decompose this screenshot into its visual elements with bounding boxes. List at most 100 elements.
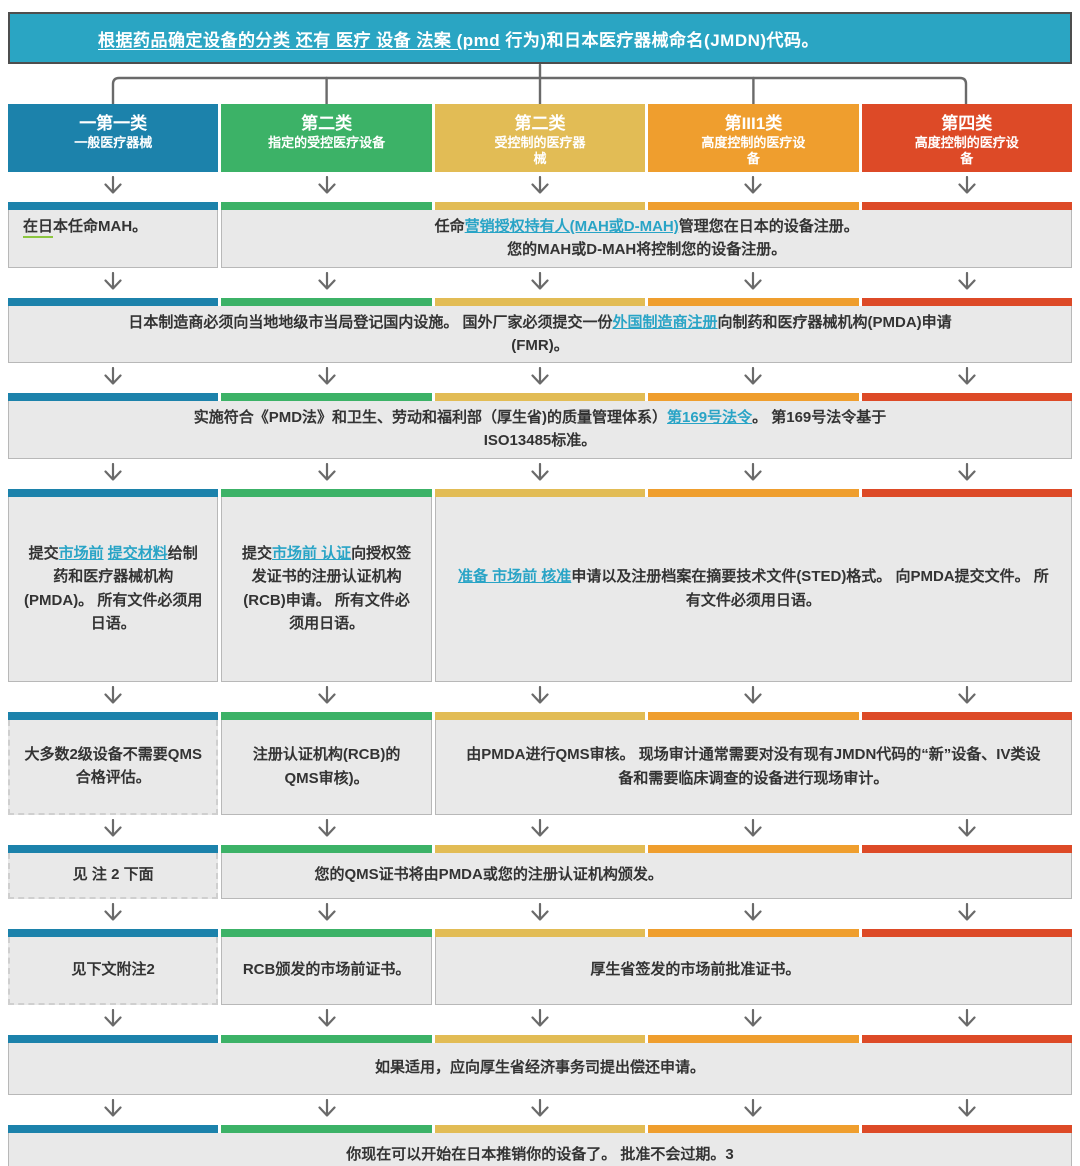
stripe-segment [8,297,219,306]
down-arrow-icon [744,462,762,481]
arrow-cell [221,462,431,486]
title-banner: 根据药品确定设备的分类 还有 医疗 设备 法案 (pmd 行为)和日本医疗器械命… [8,12,1072,64]
column-title: 第四类 [941,114,993,133]
category-color-stripe [221,488,432,497]
arrow-row [8,363,1072,393]
row-premarket-certificate: 见下文附注2 RCB颁发的市场前证书。 厚生省签发的市场前批准证书。 [8,928,1072,1005]
down-arrow-icon [104,1098,122,1117]
stripe-segment [8,202,219,210]
box-mhlw-premarket-approval-cert: 厚生省签发的市场前批准证书。 [434,928,1072,1005]
row-market-device: 你现在可以开始在日本推销你的设备了。 批准不会过期。3 [8,1124,1072,1166]
text-run: 提交 [241,545,272,562]
text-run: 给制药和医疗器械机构(PMDA)。 所有文件必须用日语。 [24,545,203,632]
box-body: 如果适用，应向厚生省经济事务司提出偿还申请。 [8,1042,1072,1095]
arrow-cell [221,1098,431,1122]
arrow-cell [648,462,858,486]
row-register-facilities: 日本制造商必须向当地地级市当局登记国内设施。 国外厂家必须提交一份外国制造商注册… [8,297,1072,363]
down-arrow-icon [317,462,336,481]
down-arrow-icon [958,1008,976,1027]
arrow-cell [435,462,645,486]
inline-link[interactable]: 营销授权持有人(MAH或D-MAH) [464,218,679,235]
column-title: 一第一类 [79,114,148,133]
box-text: 提交市场前 认证向授权签发证书的注册认证机构(RCB)申请。 所有文件必须用日语… [236,542,416,635]
box-text: 提交市场前 提交材料给制药和医疗器械机构(PMDA)。 所有文件必须用日语。 [23,542,203,635]
stripe-segment [648,202,859,210]
stripe-segment [861,393,1072,401]
down-arrow-icon [317,902,336,921]
stripe-segment [221,1124,432,1133]
stripe-segment [221,928,432,937]
inline-link[interactable]: 市场前 [58,545,104,562]
category-color-stripe [8,844,219,853]
box-text: 你现在可以开始在日本推销你的设备了。 批准不会过期。3 [23,1143,1057,1166]
row-qms-audit: 大多数2级设备不需要QMS合格评估。 注册认证机构(RCB)的QMS审核)。 由PM… [8,711,1072,815]
arrow-row [8,899,1072,929]
stripe-segment [8,1034,219,1043]
stripe-segment [221,297,432,306]
down-arrow-icon [104,685,122,704]
stripe-segment [221,488,432,497]
down-arrow-icon [744,902,762,921]
inline-link[interactable]: 外国制造商注册 [612,313,718,331]
down-arrow-icon [744,271,762,290]
down-arrow-icon [531,902,549,921]
down-arrow-icon [317,818,336,837]
down-arrow-icon [317,1008,336,1027]
category-color-stripe [8,393,1072,401]
tree-connector [111,64,968,104]
inline-link[interactable]: 第169号法令 [667,409,753,426]
box-body: 大多数2级设备不需要QMS合格评估。 [8,719,219,815]
row-qms-ordinance: 实施符合《PMD法》和卫生、劳动和福利部（厚生省)的质量管理体系）第169号法令… [8,393,1072,459]
stripe-segment [434,928,646,937]
arrow-cell [435,271,645,295]
down-arrow-icon [744,176,762,194]
category-color-stripe [221,928,432,937]
column-title: 第III1类 [724,114,783,133]
stripe-segment [861,297,1072,306]
stripe-segment [434,1034,646,1043]
text-run: 厚生省签发的市场前批准证书。 [590,961,801,979]
text-run: 您的QMS证书将由PMDA或您的注册认证机构颁发。 [314,866,663,884]
stripe-segment [434,393,646,401]
stripe-segment [434,711,646,720]
flow-body: 在日本任命MAH。 任命营销授权持有人(MAH或D-MAH)管理您在日本的设备注册… [8,172,1072,1166]
box-body: 提交市场前 认证向授权签发证书的注册认证机构(RCB)申请。 所有文件必须用日语… [221,496,432,682]
text-run: 提交 [28,545,59,562]
box-text: 见 注 2 下面 [24,863,202,886]
category-color-stripe [8,202,219,210]
arrow-row [8,268,1072,298]
down-arrow-icon [531,818,549,837]
down-arrow-icon [531,271,549,290]
arrow-cell [221,175,431,199]
arrow-cell [221,366,431,390]
arrow-row [8,1005,1072,1035]
inline-link[interactable]: 准备 市场前 核准 [457,568,572,586]
down-arrow-icon [104,818,122,837]
arrow-cell [862,818,1072,842]
stripe-segment [8,711,219,720]
down-arrow-icon [317,367,336,385]
down-arrow-icon [104,462,122,481]
arrow-cell [648,1008,858,1032]
box-text: 大多数2级设备不需要QMS合格评估。 [24,743,202,790]
arrow-cell [221,1008,431,1032]
arrow-cell [8,1008,218,1032]
arrow-cell [862,271,1072,295]
arrow-cell [648,366,858,390]
down-arrow-icon [744,1098,762,1117]
arrow-cell [435,175,645,199]
box-see-note-2: 见 注 2 下面 [8,844,219,899]
box-qms-cert-issued: 您的QMS证书将由PMDA或您的注册认证机构颁发。 [221,844,1072,899]
arrow-cell [8,902,218,926]
stripe-segment [861,844,1072,853]
arrow-cell [862,1098,1072,1122]
arrow-row [8,172,1072,202]
category-color-stripe [221,202,1072,210]
down-arrow-icon [531,1008,549,1027]
inline-link[interactable]: 提交材料 [107,545,168,562]
box-text: 在日本任命MAH。 [23,215,203,238]
stripe-segment [861,1124,1072,1133]
title-link[interactable]: 根据药品确定设备的分类 还有 医疗 设备 法案 (pmd [98,30,501,50]
stripe-segment [861,711,1072,720]
inline-link[interactable]: 市场前 认证 [272,545,352,562]
